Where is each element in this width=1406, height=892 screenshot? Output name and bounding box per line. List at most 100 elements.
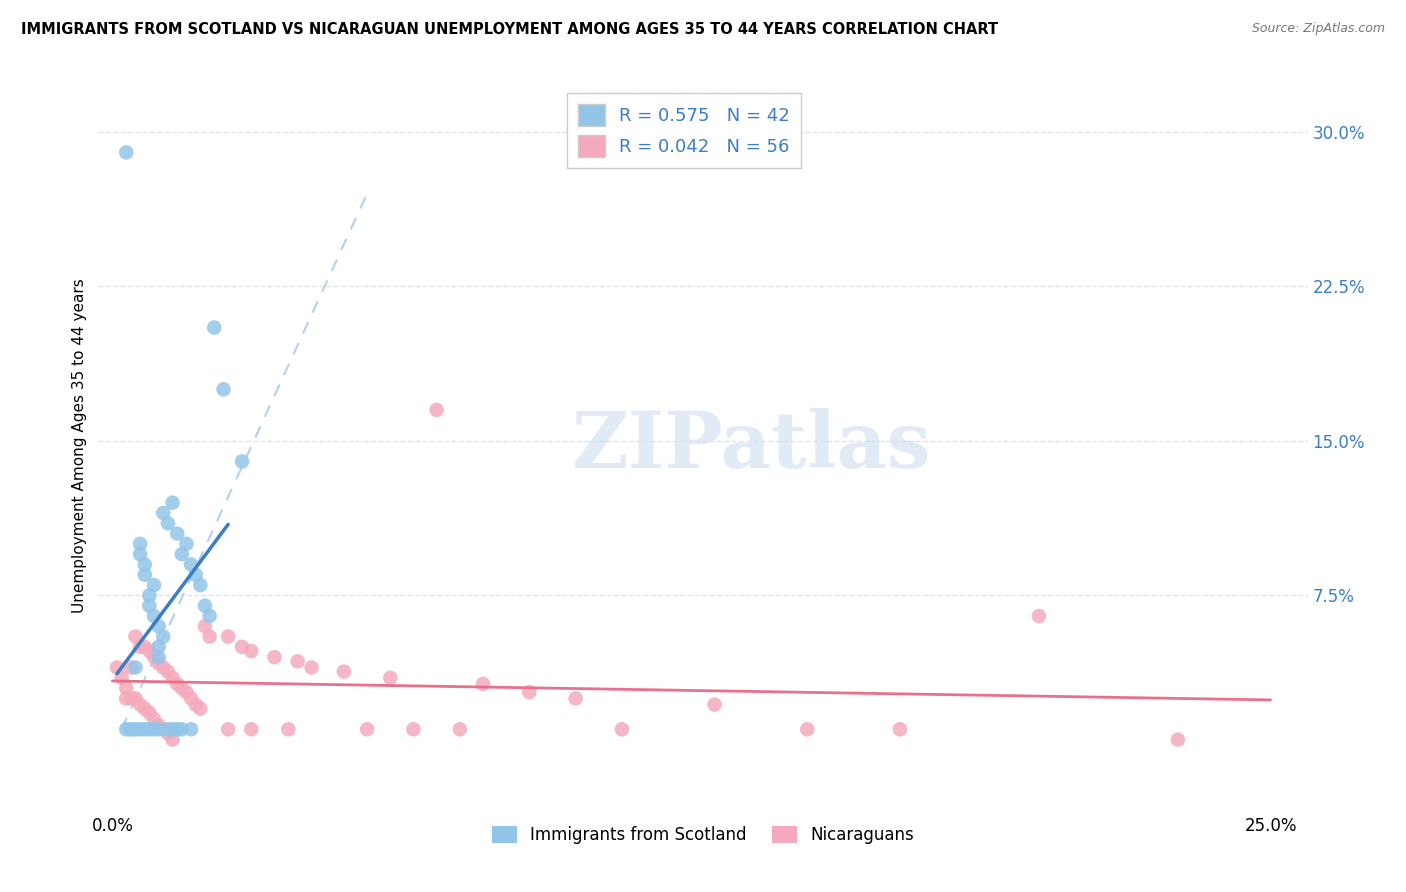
Point xyxy=(217,630,239,644)
Point xyxy=(231,454,253,468)
Point xyxy=(115,681,138,695)
Point xyxy=(162,496,184,510)
Point xyxy=(156,726,179,740)
Point xyxy=(170,547,193,561)
Point xyxy=(120,723,142,737)
Point xyxy=(1167,732,1189,747)
Point xyxy=(120,660,142,674)
Point xyxy=(115,723,138,737)
Point xyxy=(148,619,170,633)
Point xyxy=(287,654,309,668)
Point xyxy=(333,665,356,679)
Point xyxy=(138,723,160,737)
Point xyxy=(231,640,253,654)
Point xyxy=(277,723,299,737)
Point xyxy=(180,691,202,706)
Point xyxy=(176,685,198,699)
Point xyxy=(134,558,156,572)
Point xyxy=(152,660,174,674)
Point xyxy=(471,677,494,691)
Point xyxy=(301,660,323,674)
Point xyxy=(449,723,471,737)
Point xyxy=(796,723,818,737)
Point xyxy=(263,650,285,665)
Point xyxy=(564,691,586,706)
Point xyxy=(129,640,152,654)
Point xyxy=(198,630,221,644)
Point xyxy=(143,712,166,726)
Point xyxy=(134,702,156,716)
Point xyxy=(166,723,188,737)
Point xyxy=(194,599,217,613)
Point xyxy=(110,671,132,685)
Point xyxy=(180,558,202,572)
Point xyxy=(129,698,152,712)
Point xyxy=(143,723,166,737)
Point xyxy=(240,723,263,737)
Point xyxy=(124,723,146,737)
Point xyxy=(148,657,170,671)
Point xyxy=(198,609,221,624)
Point xyxy=(129,537,152,551)
Point xyxy=(138,706,160,720)
Point xyxy=(143,650,166,665)
Point xyxy=(188,578,211,592)
Point xyxy=(156,516,179,531)
Point xyxy=(124,691,146,706)
Point xyxy=(152,723,174,737)
Point xyxy=(138,644,160,658)
Point xyxy=(162,671,184,685)
Point xyxy=(162,732,184,747)
Point xyxy=(176,537,198,551)
Point xyxy=(356,723,378,737)
Point xyxy=(202,320,225,334)
Point xyxy=(188,702,211,716)
Point xyxy=(184,698,207,712)
Point xyxy=(148,718,170,732)
Point xyxy=(115,145,138,160)
Point xyxy=(217,723,239,737)
Point xyxy=(143,609,166,624)
Point xyxy=(152,506,174,520)
Point xyxy=(120,691,142,706)
Point xyxy=(1028,609,1050,624)
Point xyxy=(148,650,170,665)
Point xyxy=(129,723,152,737)
Point xyxy=(120,723,142,737)
Point xyxy=(138,599,160,613)
Point xyxy=(194,619,217,633)
Point xyxy=(170,723,193,737)
Point xyxy=(889,723,911,737)
Point xyxy=(184,567,207,582)
Point xyxy=(134,640,156,654)
Point xyxy=(426,403,449,417)
Point xyxy=(143,578,166,592)
Point xyxy=(134,723,156,737)
Point xyxy=(156,665,179,679)
Point xyxy=(105,660,128,674)
Point xyxy=(124,630,146,644)
Point xyxy=(703,698,725,712)
Y-axis label: Unemployment Among Ages 35 to 44 years: Unemployment Among Ages 35 to 44 years xyxy=(72,278,87,614)
Point xyxy=(138,588,160,602)
Point xyxy=(402,723,425,737)
Text: ZIPatlas: ZIPatlas xyxy=(572,408,931,484)
Point xyxy=(148,640,170,654)
Point xyxy=(156,723,179,737)
Point xyxy=(517,685,540,699)
Point xyxy=(170,681,193,695)
Point xyxy=(115,691,138,706)
Point xyxy=(380,671,402,685)
Point xyxy=(180,723,202,737)
Point xyxy=(124,660,146,674)
Point xyxy=(166,677,188,691)
Point xyxy=(129,547,152,561)
Text: Source: ZipAtlas.com: Source: ZipAtlas.com xyxy=(1251,22,1385,36)
Point xyxy=(240,644,263,658)
Legend: Immigrants from Scotland, Nicaraguans: Immigrants from Scotland, Nicaraguans xyxy=(485,820,921,851)
Point xyxy=(166,526,188,541)
Point xyxy=(162,723,184,737)
Point xyxy=(134,567,156,582)
Point xyxy=(148,723,170,737)
Text: IMMIGRANTS FROM SCOTLAND VS NICARAGUAN UNEMPLOYMENT AMONG AGES 35 TO 44 YEARS CO: IMMIGRANTS FROM SCOTLAND VS NICARAGUAN U… xyxy=(21,22,998,37)
